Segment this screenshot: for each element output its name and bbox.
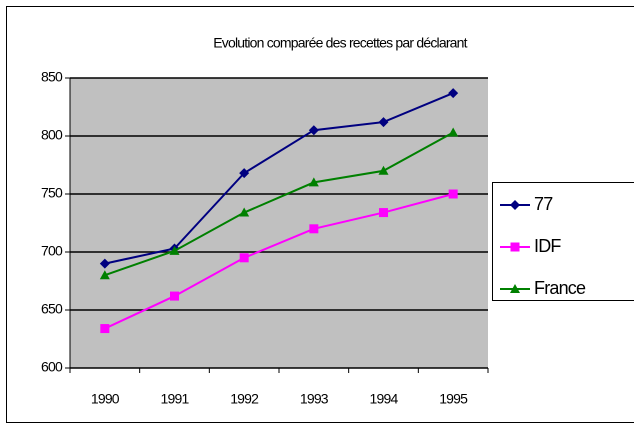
series-line [104,92,454,265]
marker [510,200,520,210]
y-tick-label: 600 [41,359,63,375]
marker [379,208,388,218]
marker [239,253,249,263]
marker [309,224,319,234]
marker [100,324,110,334]
plot-area [70,78,488,368]
marker [448,88,459,99]
marker [169,245,180,255]
marker [448,189,458,199]
x-tick-label: 1991 [161,391,190,407]
legend-label: France [534,278,586,298]
marker [170,291,179,301]
marker [308,177,319,187]
y-tick-label: 850 [41,69,63,85]
series-line [104,193,454,330]
marker [239,207,250,217]
x-tick-label: 1992 [230,391,259,407]
marker [308,125,319,136]
series-line [104,131,454,277]
marker [99,270,110,280]
y-tick-label: 650 [41,301,63,317]
legend-label: IDF [534,236,561,256]
x-tick-label: 1994 [370,391,399,407]
x-tick-label: 1993 [300,391,329,407]
marker [239,168,250,179]
marker [99,258,110,269]
marker [378,117,389,128]
y-tick-label: 800 [41,127,63,143]
legend-label: 77 [534,194,553,214]
marker [510,242,520,252]
marker [448,127,459,137]
y-tick-label: 700 [41,243,63,259]
chart-title: Evolution comparée des recettes par décl… [213,35,467,51]
x-tick-label: 1990 [91,391,120,407]
x-tick-label: 1995 [439,391,468,407]
marker [378,165,389,175]
marker [510,284,520,293]
y-tick-label: 750 [41,185,63,201]
